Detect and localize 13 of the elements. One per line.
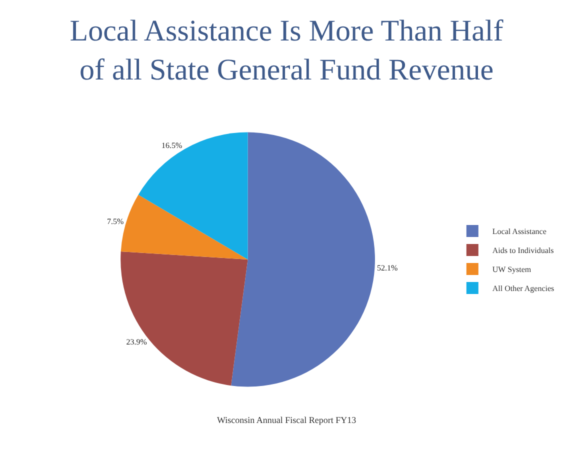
- data-label: 7.5%: [106, 217, 124, 226]
- data-label: 23.9%: [126, 338, 148, 347]
- pie-slice: [120, 252, 248, 386]
- legend-label: Aids to Individuals: [492, 246, 554, 256]
- chart-title: Local Assistance Is More Than Half of all State General Fund Revenue: [70, 14, 504, 86]
- pie-slice: [138, 132, 248, 260]
- legend-label: UW System: [492, 265, 532, 274]
- pie-slice: [231, 132, 375, 387]
- legend-label: Local Assistance: [492, 227, 547, 236]
- data-label: 16.5%: [162, 141, 183, 150]
- data-label: 52.1%: [376, 263, 398, 272]
- legend-label: All Other Agencies: [492, 284, 554, 294]
- text: Wisconsin Annual Fiscal Report FY13: [217, 415, 357, 425]
